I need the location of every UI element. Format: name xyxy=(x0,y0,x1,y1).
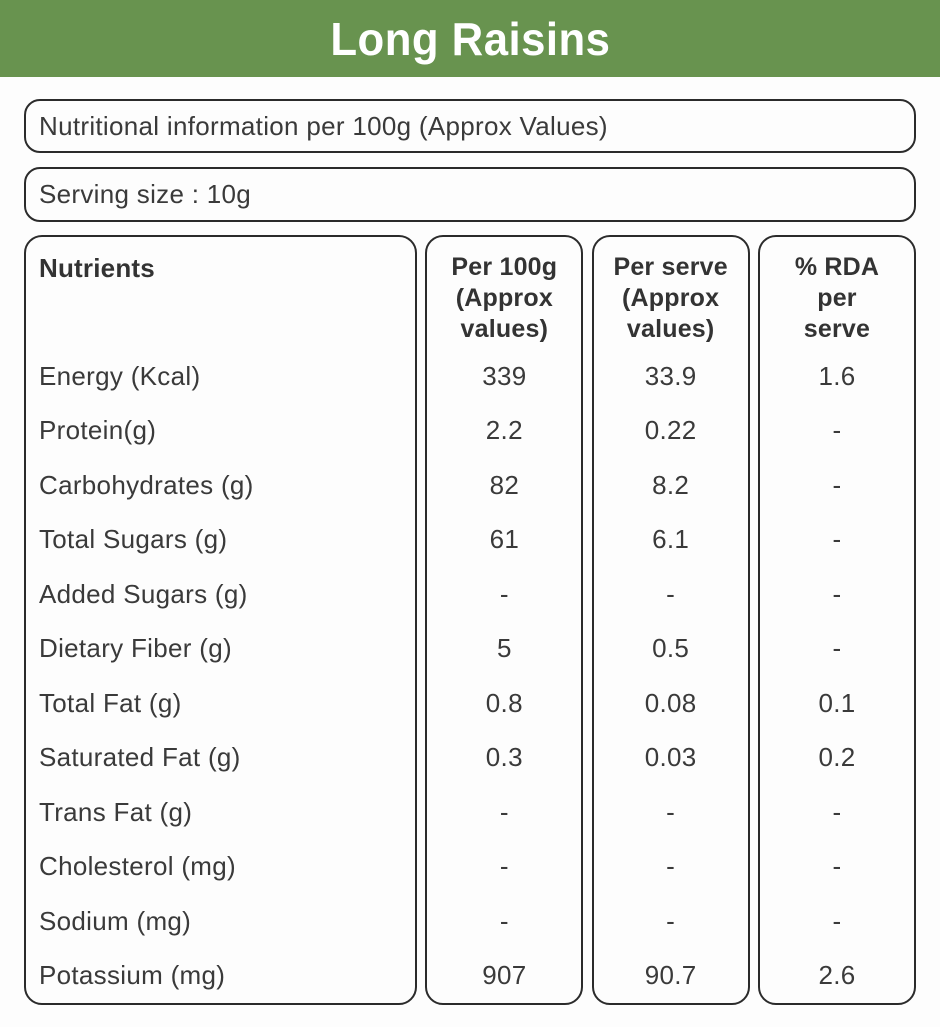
nutrient-label: Dietary Fiber (g) xyxy=(39,633,232,664)
nutrient-value: - xyxy=(666,796,676,827)
serving-size-box: Serving size : 10g xyxy=(24,167,916,222)
nutrient-value: 907 xyxy=(482,960,527,991)
nutrient-value: 2.6 xyxy=(818,960,856,991)
nutrient-value: 0.3 xyxy=(485,742,523,773)
nutrient-value: 33.9 xyxy=(644,360,697,391)
column-per-100g: Per 100g (Approx values) 339 2.2 82 61 - 5 0.8… xyxy=(425,235,584,1005)
nutrient-value: 61 xyxy=(489,524,520,555)
nutrient-value: 82 xyxy=(489,469,520,500)
title-bar: Long Raisins xyxy=(0,0,940,77)
nutrient-value: - xyxy=(832,905,842,936)
nutritional-info-box: Nutritional information per 100g (Approx… xyxy=(24,99,916,153)
nutrient-value: 0.22 xyxy=(644,415,697,446)
nutrient-value: - xyxy=(832,469,842,500)
per-serve-values: 33.9 0.22 8.2 6.1 - 0.5 0.08 0.03 - - - 90.7 xyxy=(594,349,748,1003)
nutrient-value: 90.7 xyxy=(644,960,697,991)
column-header-rda-per-serve: % RDA per serve xyxy=(794,253,880,343)
product-title: Long Raisins xyxy=(329,12,611,65)
nutrient-label: Energy (Kcal) xyxy=(39,360,201,391)
nutrient-value: 0.1 xyxy=(818,687,856,718)
nutrient-label: Saturated Fat (g) xyxy=(39,742,241,773)
nutrient-value: - xyxy=(832,415,842,446)
nutrient-value: - xyxy=(832,851,842,882)
nutrient-value: - xyxy=(832,796,842,827)
nutrient-value: - xyxy=(666,578,676,609)
column-header-per-serve: Per serve (Approx values) xyxy=(613,253,728,343)
column-nutrients: Nutrients Energy (Kcal) Protein(g) Carbohy… xyxy=(24,235,417,1005)
nutrient-value: 0.08 xyxy=(644,687,697,718)
column-rda-per-serve: % RDA per serve 1.6 - - - - - 0.1 0.2 - - - 2.6 xyxy=(757,235,916,1005)
nutritional-info-text: Nutritional information per 100g (Approx… xyxy=(39,110,608,141)
nutrient-label: Protein(g) xyxy=(39,415,157,446)
label-content: Nutritional information per 100g (Approx… xyxy=(0,99,940,1005)
nutrient-value: 6.1 xyxy=(652,524,690,555)
nutrient-label: Total Fat (g) xyxy=(39,687,182,718)
nutrient-labels: Energy (Kcal) Protein(g) Carbohydrates (g)… xyxy=(26,349,415,1003)
nutrient-label: Carbohydrates (g) xyxy=(39,469,254,500)
nutrient-value: - xyxy=(499,851,509,882)
nutrient-value: - xyxy=(666,905,676,936)
serving-size-text: Serving size : 10g xyxy=(39,179,252,209)
nutrient-value: - xyxy=(499,905,509,936)
rda-per-serve-values: 1.6 - - - - - 0.1 0.2 - - - 2.6 xyxy=(760,349,914,1003)
nutrient-value: - xyxy=(832,578,842,609)
nutrient-label: Added Sugars (g) xyxy=(39,578,248,609)
nutrient-value: 8.2 xyxy=(652,469,690,500)
nutrient-value: - xyxy=(499,796,509,827)
nutrient-label: Potassium (mg) xyxy=(39,960,226,991)
nutrient-label: Total Sugars (g) xyxy=(39,524,228,555)
nutrient-label: Sodium (mg) xyxy=(39,905,192,936)
nutrient-value: 339 xyxy=(482,360,527,391)
nutrient-value: - xyxy=(832,524,842,555)
nutrient-value: 0.03 xyxy=(644,742,697,773)
nutrient-value: - xyxy=(666,851,676,882)
nutrient-value: 0.2 xyxy=(818,742,856,773)
nutrient-value: - xyxy=(832,633,842,664)
nutrient-label: Trans Fat (g) xyxy=(39,796,193,827)
nutrient-value: - xyxy=(499,578,509,609)
nutrient-value: 2.2 xyxy=(485,415,523,446)
column-header-nutrients: Nutrients xyxy=(39,253,155,283)
nutrient-value: 0.8 xyxy=(485,687,523,718)
nutrient-label: Cholesterol (mg) xyxy=(39,851,236,882)
nutrition-table: Nutrients Energy (Kcal) Protein(g) Carbohy… xyxy=(24,235,916,1005)
nutrient-value: 5 xyxy=(496,633,512,664)
nutrient-value: 0.5 xyxy=(652,633,690,664)
column-per-serve: Per serve (Approx values) 33.9 0.22 8.2 6.1… xyxy=(591,235,750,1005)
per-100g-values: 339 2.2 82 61 - 5 0.8 0.3 - - - 907 xyxy=(427,349,581,1003)
nutrient-value: 1.6 xyxy=(818,360,856,391)
column-header-per-100g: Per 100g (Approx values) xyxy=(451,253,558,343)
